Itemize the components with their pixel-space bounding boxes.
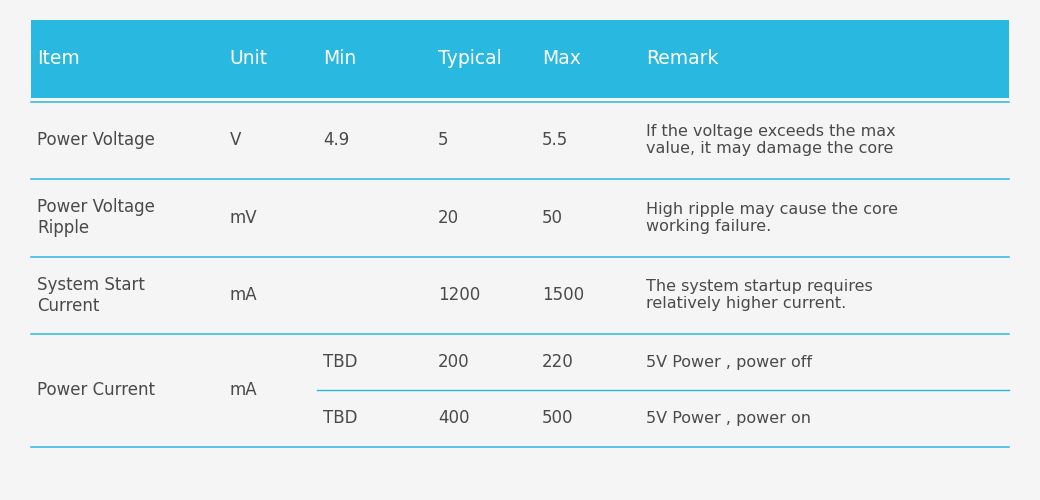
Text: 220: 220 <box>542 353 574 371</box>
Text: mV: mV <box>230 209 258 227</box>
Text: 400: 400 <box>438 410 469 428</box>
Text: Power Voltage
Ripple: Power Voltage Ripple <box>37 198 155 237</box>
Text: 1500: 1500 <box>542 286 584 304</box>
Text: Max: Max <box>542 50 580 68</box>
Text: Remark: Remark <box>646 50 719 68</box>
Text: System Start
Current: System Start Current <box>37 276 146 314</box>
Text: 4.9: 4.9 <box>323 132 349 150</box>
Text: 5.5: 5.5 <box>542 132 568 150</box>
Text: 5: 5 <box>438 132 448 150</box>
Text: 200: 200 <box>438 353 469 371</box>
Text: Power Current: Power Current <box>37 382 155 400</box>
Text: If the voltage exceeds the max
value, it may damage the core: If the voltage exceeds the max value, it… <box>646 124 895 156</box>
Text: 20: 20 <box>438 209 459 227</box>
Text: Power Voltage: Power Voltage <box>37 132 155 150</box>
Text: 5V Power , power off: 5V Power , power off <box>646 354 812 370</box>
Text: 500: 500 <box>542 410 573 428</box>
Text: The system startup requires
relatively higher current.: The system startup requires relatively h… <box>646 279 873 312</box>
Text: TBD: TBD <box>323 410 358 428</box>
Text: 5V Power , power on: 5V Power , power on <box>646 411 811 426</box>
Bar <box>31 20 1009 98</box>
Text: Typical: Typical <box>438 50 501 68</box>
Text: Min: Min <box>323 50 357 68</box>
Text: 50: 50 <box>542 209 563 227</box>
Text: V: V <box>230 132 241 150</box>
Text: Item: Item <box>37 50 80 68</box>
Text: Unit: Unit <box>230 50 268 68</box>
Text: 1200: 1200 <box>438 286 480 304</box>
Text: High ripple may cause the core
working failure.: High ripple may cause the core working f… <box>646 202 898 234</box>
Text: mA: mA <box>230 286 258 304</box>
Text: mA: mA <box>230 382 258 400</box>
Text: TBD: TBD <box>323 353 358 371</box>
